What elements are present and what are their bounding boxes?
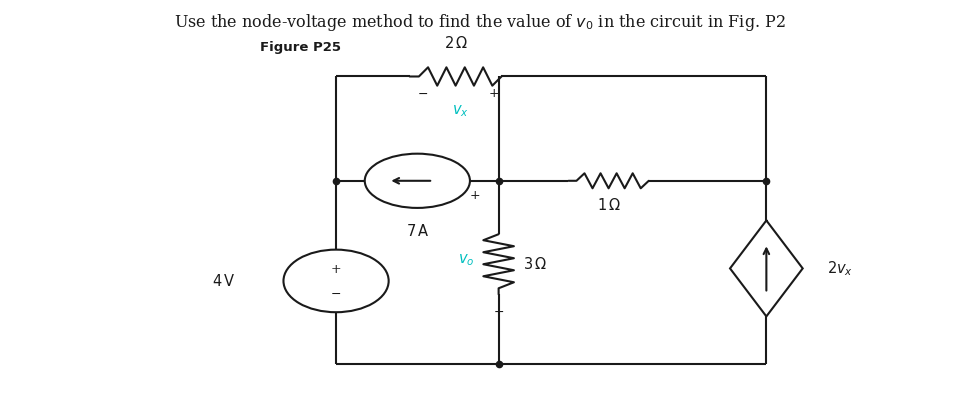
Text: $+$: $+$ (488, 87, 500, 100)
Text: $4\,\mathrm{V}$: $4\,\mathrm{V}$ (212, 273, 236, 289)
Text: Use the node-voltage method to find the value of $v_0$ in the circuit in Fig. P2: Use the node-voltage method to find the … (174, 12, 785, 33)
Text: $-$: $-$ (493, 304, 504, 318)
Text: $3\,\Omega$: $3\,\Omega$ (523, 256, 547, 272)
Text: $1\,\Omega$: $1\,\Omega$ (596, 197, 620, 213)
Text: $-$: $-$ (416, 87, 428, 100)
Text: $+$: $+$ (469, 189, 480, 202)
Text: $v_o$: $v_o$ (458, 252, 475, 268)
Text: $2v_x$: $2v_x$ (827, 259, 853, 278)
Text: −: − (331, 288, 341, 301)
Text: $7\,\mathrm{A}$: $7\,\mathrm{A}$ (406, 223, 429, 239)
Text: Figure P25: Figure P25 (260, 41, 340, 54)
Text: $v_x$: $v_x$ (452, 104, 469, 119)
Text: $2\,\Omega$: $2\,\Omega$ (443, 35, 468, 52)
Text: +: + (331, 262, 341, 276)
